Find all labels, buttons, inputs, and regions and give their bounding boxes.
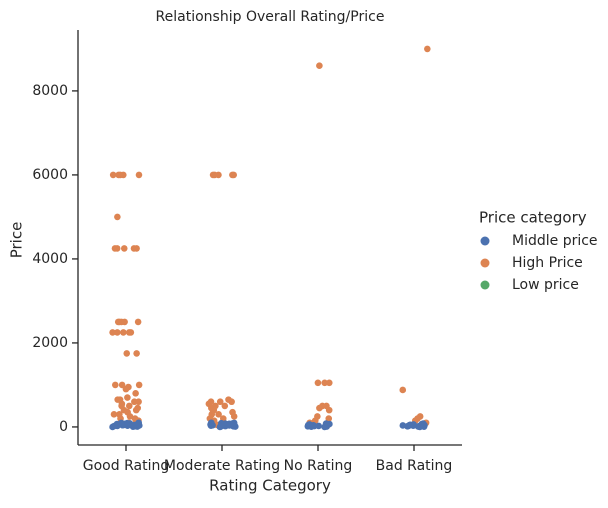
- point: [133, 350, 140, 357]
- y-tick-label: 0: [59, 419, 68, 435]
- point: [120, 171, 127, 179]
- point: [314, 379, 322, 387]
- point: [109, 329, 116, 336]
- y-tick-label: 2000: [32, 335, 68, 351]
- point: [132, 406, 140, 414]
- legend-title: Price category: [479, 209, 587, 227]
- point: [321, 379, 328, 387]
- legend-label: High Price: [512, 255, 583, 271]
- point: [120, 329, 127, 336]
- point: [123, 350, 131, 357]
- x-tick-label: No Rating: [284, 458, 353, 474]
- point: [121, 318, 128, 326]
- point: [230, 413, 238, 420]
- point: [322, 420, 330, 427]
- point: [307, 423, 315, 431]
- point: [120, 245, 128, 252]
- y-tick-label: 8000: [32, 83, 68, 99]
- point: [217, 423, 224, 431]
- point: [110, 411, 118, 418]
- x-tick-label: Good Rating: [83, 458, 169, 474]
- point: [114, 213, 121, 221]
- x-tick-label: Bad Rating: [376, 458, 453, 474]
- point: [406, 421, 413, 429]
- legend-label: Low price: [512, 277, 579, 293]
- chart-title: Relationship Overall Rating/Price: [156, 9, 385, 25]
- point: [325, 406, 333, 414]
- point: [228, 398, 235, 406]
- point: [221, 402, 229, 410]
- point: [216, 398, 224, 406]
- point: [325, 415, 333, 422]
- point: [135, 381, 143, 389]
- point: [132, 390, 139, 397]
- point: [316, 62, 323, 70]
- point: [111, 381, 119, 389]
- point: [134, 318, 142, 326]
- point: [424, 45, 431, 53]
- point: [133, 245, 140, 252]
- point: [118, 402, 125, 410]
- point: [118, 381, 126, 389]
- point: [131, 398, 138, 406]
- legend-label: Middle price: [512, 233, 598, 249]
- y-tick-label: 6000: [32, 167, 68, 183]
- legend-marker: [480, 258, 490, 268]
- point: [117, 419, 125, 427]
- point: [325, 379, 333, 387]
- point: [420, 423, 428, 431]
- x-tick-label: Moderate Rating: [164, 458, 280, 474]
- point: [215, 411, 222, 418]
- y-tick-label: 4000: [32, 251, 68, 267]
- point: [399, 386, 407, 394]
- point: [207, 420, 214, 428]
- point: [109, 171, 117, 179]
- point: [114, 329, 121, 336]
- point: [399, 422, 407, 429]
- point: [230, 171, 238, 179]
- point: [125, 402, 133, 410]
- point: [316, 404, 323, 412]
- point: [127, 329, 135, 336]
- point: [113, 245, 121, 252]
- point: [124, 394, 131, 401]
- point: [230, 419, 238, 427]
- point: [126, 413, 134, 420]
- point: [207, 398, 215, 406]
- legend-marker: [480, 236, 490, 246]
- x-axis-label: Rating Category: [209, 477, 331, 495]
- point: [116, 396, 124, 403]
- point: [211, 171, 219, 179]
- point: [135, 171, 143, 179]
- point: [129, 423, 137, 431]
- point: [115, 171, 122, 179]
- point: [315, 422, 322, 430]
- y-axis-label: Price: [8, 222, 26, 259]
- point: [122, 385, 130, 393]
- legend-marker: [480, 280, 490, 290]
